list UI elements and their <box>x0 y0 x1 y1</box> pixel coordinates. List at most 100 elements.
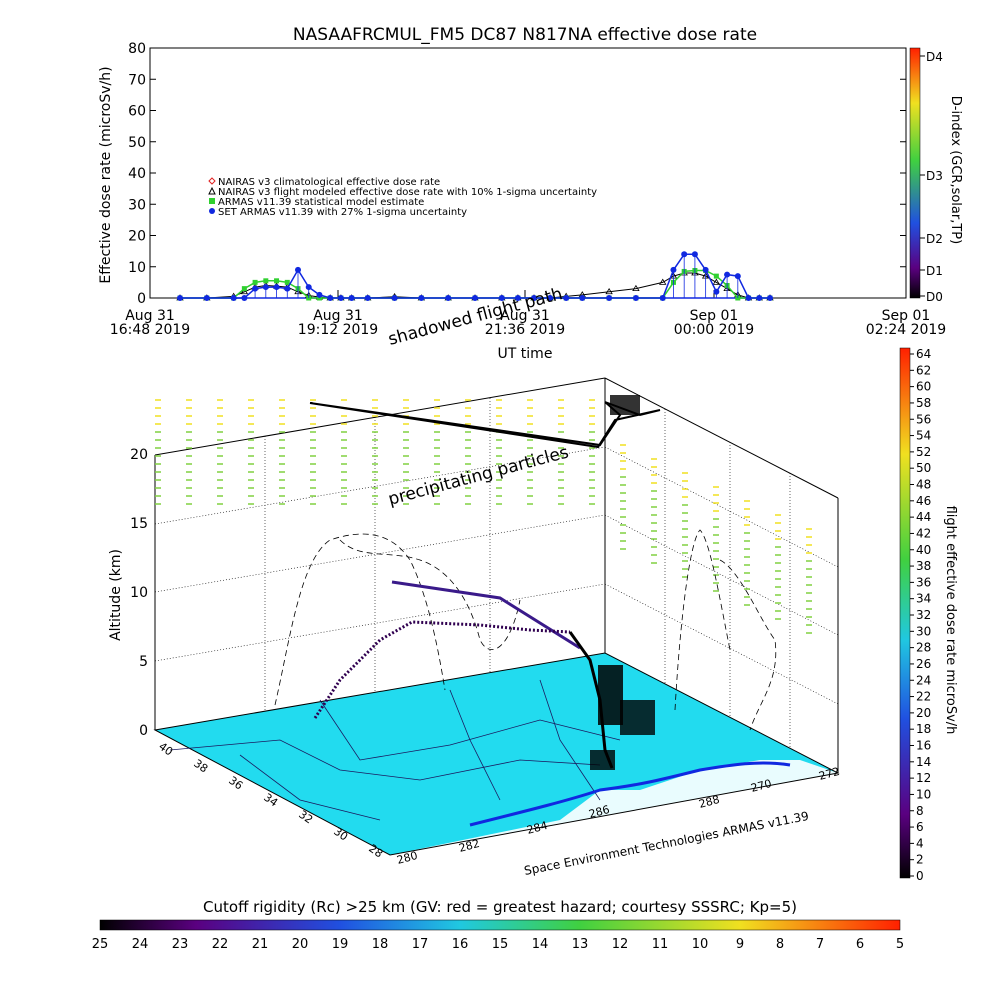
legend-marker-star <box>209 198 215 204</box>
x-axis-label: UT time <box>498 346 553 362</box>
annotation-precipitating-particles: precipitating particles <box>386 442 571 509</box>
colorbar-tick-label: 10 <box>916 787 931 801</box>
colorbar-tick-label: 42 <box>916 526 931 540</box>
colorbar-tick-label: 20 <box>916 706 931 720</box>
series-point-circle <box>273 284 280 291</box>
cutoff-tick-label: 20 <box>292 937 309 952</box>
cutoff-tick-label: 16 <box>452 937 469 952</box>
colorbar-tick-label: 44 <box>916 510 931 524</box>
x-tick-label-time: 00:00 2019 <box>674 322 754 338</box>
colorbar-tick-label: 26 <box>916 657 931 671</box>
series-point-circle <box>659 295 666 301</box>
series-point-circle <box>498 295 505 301</box>
cutoff-tick-label: 12 <box>612 937 629 952</box>
x-tick-label-time: 02:24 2019 <box>866 322 946 338</box>
altitude-ticks: 0 5 10 15 20 <box>130 447 148 739</box>
series-point-circle <box>531 295 537 301</box>
y-tick-label: 60 <box>128 104 146 120</box>
series-point-circle <box>262 284 269 291</box>
colorbar-tick-label: 56 <box>916 412 931 426</box>
x-tick-label-date: Sep 01 <box>882 308 931 324</box>
series-point-circle <box>177 295 183 301</box>
colorbar-tick-label: 4 <box>916 836 924 850</box>
colorbar-tick-label: 18 <box>916 722 931 736</box>
cutoff-tick-label: 11 <box>652 937 669 952</box>
d-index-ticks: D4 D3 D2 D1 D0 <box>920 50 943 304</box>
ground-map-edge <box>153 652 840 856</box>
colorbar-tick-label: 50 <box>916 461 931 475</box>
series-point-circle <box>670 266 677 273</box>
longitude-tick-label: 282 <box>457 837 481 855</box>
colorbar-tick-label: 30 <box>916 624 931 638</box>
series-point-triangle <box>712 278 721 285</box>
series-point-circle <box>606 295 613 301</box>
series-point-circle <box>391 295 398 301</box>
altitude-tick-label: 20 <box>130 447 148 463</box>
series-point-circle <box>472 295 478 301</box>
longitude-tick-label: 280 <box>395 849 419 867</box>
series-point-triangle <box>659 278 667 285</box>
series-point-circle <box>284 285 291 292</box>
legend-marker-circle <box>209 208 215 214</box>
series-point-triangle <box>632 284 640 292</box>
colorbar-tick-label: 28 <box>916 641 931 655</box>
flight-path-upper <box>391 580 581 650</box>
series-point-circle <box>348 295 355 301</box>
dose-rate-colorbar-ticks: 6462605856545250484644424038363432302826… <box>910 347 931 883</box>
d-index-colorbar <box>909 47 921 299</box>
series-point-circle <box>681 251 688 258</box>
legend: NAIRAS v3 climatological effective dose … <box>208 177 597 218</box>
series-point-circle <box>713 288 720 295</box>
colorbar-tick-label: 54 <box>916 429 931 443</box>
cutoff-tick-label: 7 <box>816 937 824 952</box>
series-point-circle <box>418 295 425 301</box>
longitude-tick-label: 284 <box>525 819 549 837</box>
colorbar-tick-label: 40 <box>916 543 931 557</box>
y-tick-label: 80 <box>128 41 146 57</box>
series-point-triangle <box>605 287 613 295</box>
y-tick-label: 20 <box>128 229 146 245</box>
flight-path-ground-cluster <box>590 665 655 770</box>
cutoff-tick-label: 25 <box>92 937 109 952</box>
colorbar-tick-label: 46 <box>916 494 931 508</box>
cutoff-tick-label: 22 <box>212 937 229 952</box>
series-point-circle <box>364 295 371 301</box>
series-point-circle <box>547 295 554 301</box>
altitude-tick-label: 5 <box>139 654 148 670</box>
3d-gridlines <box>154 398 839 748</box>
series-point-circle <box>203 295 210 301</box>
3d-frame <box>154 377 839 773</box>
ocean-shadow <box>390 760 838 855</box>
d-index-tick-label: D0 <box>926 290 943 304</box>
colorbar-tick-label: 36 <box>916 575 931 589</box>
cutoff-tick-label: 10 <box>692 937 709 952</box>
y-tick-label: 40 <box>128 166 146 182</box>
y-tick-label: 30 <box>128 197 146 213</box>
series-point-circle <box>337 295 344 301</box>
series-point-star <box>252 279 258 285</box>
dose-rate-colorbar-label: flight effective dose rate microSv/h <box>943 506 958 735</box>
legend-label: NAIRAS v3 climatological effective dose … <box>218 177 440 188</box>
dose-rate-colorbar <box>899 347 911 879</box>
colorbar-tick-label: 2 <box>916 853 924 867</box>
colorbar-tick-label: 38 <box>916 559 931 573</box>
y-tick-label: 70 <box>128 72 146 88</box>
x-tick-label-time: 19:12 2019 <box>298 322 378 338</box>
latitude-tick-label: 40 <box>156 740 175 759</box>
d-index-tick-label: D4 <box>926 50 943 64</box>
series-point-circle <box>252 285 259 292</box>
series-point-circle <box>445 295 452 301</box>
altitude-projections <box>274 529 777 731</box>
cutoff-tick-label: 9 <box>736 937 744 952</box>
colorbar-tick-label: 64 <box>916 347 931 361</box>
colorbar-tick-label: 6 <box>916 820 924 834</box>
shadowed-flight-path-blob <box>610 395 640 415</box>
colorbar-tick-label: 58 <box>916 396 931 410</box>
longitude-tick-label: 270 <box>749 777 773 795</box>
altitude-tick-label: 10 <box>130 585 148 601</box>
colorbar-tick-label: 14 <box>916 755 931 769</box>
dose-series <box>176 251 774 301</box>
series-point-circle <box>316 291 323 298</box>
colorbar-tick-label: 12 <box>916 771 931 785</box>
series-point-circle <box>756 295 763 301</box>
